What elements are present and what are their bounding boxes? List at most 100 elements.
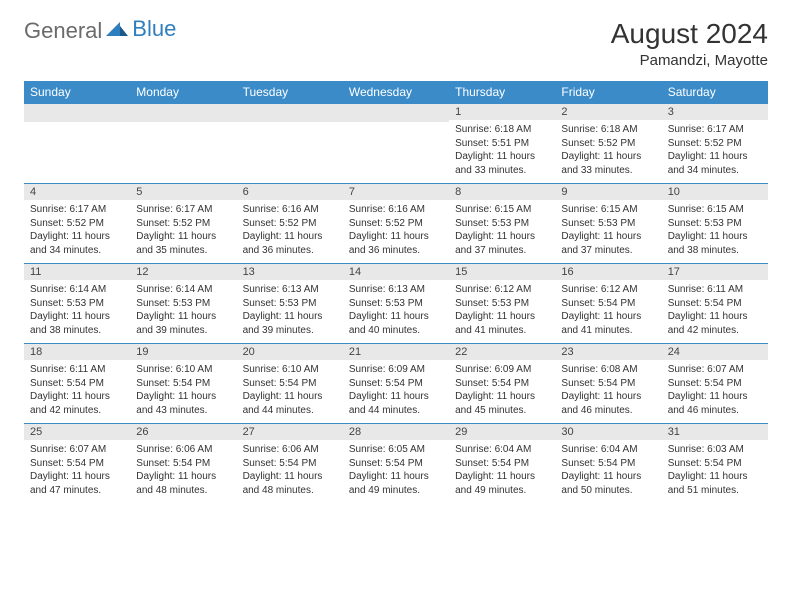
daylight-text: Daylight: 11 hours and 35 minutes. [136,230,230,257]
daylight-text: Daylight: 11 hours and 49 minutes. [455,470,549,497]
day-number: 9 [555,184,661,200]
day-number: 16 [555,264,661,280]
daycontent-empty [24,122,130,180]
calendar-cell: 15Sunrise: 6:12 AMSunset: 5:53 PMDayligh… [449,264,555,344]
daylight-text: Daylight: 11 hours and 51 minutes. [668,470,762,497]
calendar-cell: 16Sunrise: 6:12 AMSunset: 5:54 PMDayligh… [555,264,661,344]
day-content: Sunrise: 6:11 AMSunset: 5:54 PMDaylight:… [662,280,768,343]
calendar-cell: 9Sunrise: 6:15 AMSunset: 5:53 PMDaylight… [555,184,661,264]
day-number: 23 [555,344,661,360]
daylight-text: Daylight: 11 hours and 40 minutes. [349,310,443,337]
sunset-text: Sunset: 5:53 PM [561,217,655,231]
sunset-text: Sunset: 5:54 PM [349,377,443,391]
daylight-text: Daylight: 11 hours and 38 minutes. [668,230,762,257]
day-number: 3 [662,104,768,120]
day-number: 10 [662,184,768,200]
sunrise-text: Sunrise: 6:16 AM [243,203,337,217]
day-content: Sunrise: 6:09 AMSunset: 5:54 PMDaylight:… [343,360,449,423]
day-number: 13 [237,264,343,280]
daylight-text: Daylight: 11 hours and 39 minutes. [136,310,230,337]
sunrise-text: Sunrise: 6:17 AM [136,203,230,217]
daylight-text: Daylight: 11 hours and 36 minutes. [243,230,337,257]
sunrise-text: Sunrise: 6:08 AM [561,363,655,377]
calendar-cell: 24Sunrise: 6:07 AMSunset: 5:54 PMDayligh… [662,344,768,424]
calendar-cell: 6Sunrise: 6:16 AMSunset: 5:52 PMDaylight… [237,184,343,264]
calendar-cell: 19Sunrise: 6:10 AMSunset: 5:54 PMDayligh… [130,344,236,424]
day-content: Sunrise: 6:17 AMSunset: 5:52 PMDaylight:… [130,200,236,263]
calendar-cell: 21Sunrise: 6:09 AMSunset: 5:54 PMDayligh… [343,344,449,424]
day-number: 2 [555,104,661,120]
day-content: Sunrise: 6:17 AMSunset: 5:52 PMDaylight:… [662,120,768,183]
sunrise-text: Sunrise: 6:05 AM [349,443,443,457]
day-content: Sunrise: 6:13 AMSunset: 5:53 PMDaylight:… [343,280,449,343]
sunrise-text: Sunrise: 6:15 AM [561,203,655,217]
sunset-text: Sunset: 5:54 PM [668,297,762,311]
sunrise-text: Sunrise: 6:11 AM [30,363,124,377]
day-content: Sunrise: 6:10 AMSunset: 5:54 PMDaylight:… [237,360,343,423]
day-number: 22 [449,344,555,360]
month-title: August 2024 [611,18,768,50]
day-content: Sunrise: 6:13 AMSunset: 5:53 PMDaylight:… [237,280,343,343]
day-header: Saturday [662,81,768,104]
sunset-text: Sunset: 5:54 PM [455,457,549,471]
brand-part1: General [24,18,102,44]
daylight-text: Daylight: 11 hours and 41 minutes. [561,310,655,337]
sunrise-text: Sunrise: 6:15 AM [455,203,549,217]
day-content: Sunrise: 6:05 AMSunset: 5:54 PMDaylight:… [343,440,449,503]
calendar-cell: 26Sunrise: 6:06 AMSunset: 5:54 PMDayligh… [130,424,236,504]
daylight-text: Daylight: 11 hours and 39 minutes. [243,310,337,337]
calendar-table: SundayMondayTuesdayWednesdayThursdayFrid… [24,81,768,503]
daylight-text: Daylight: 11 hours and 33 minutes. [561,150,655,177]
calendar-cell: 31Sunrise: 6:03 AMSunset: 5:54 PMDayligh… [662,424,768,504]
daylight-text: Daylight: 11 hours and 48 minutes. [243,470,337,497]
sunrise-text: Sunrise: 6:13 AM [243,283,337,297]
daylight-text: Daylight: 11 hours and 37 minutes. [455,230,549,257]
daylight-text: Daylight: 11 hours and 46 minutes. [561,390,655,417]
calendar-cell: 3Sunrise: 6:17 AMSunset: 5:52 PMDaylight… [662,104,768,184]
day-content: Sunrise: 6:04 AMSunset: 5:54 PMDaylight:… [449,440,555,503]
sunrise-text: Sunrise: 6:10 AM [136,363,230,377]
calendar-week: 11Sunrise: 6:14 AMSunset: 5:53 PMDayligh… [24,264,768,344]
daylight-text: Daylight: 11 hours and 47 minutes. [30,470,124,497]
day-number: 21 [343,344,449,360]
calendar-cell: 8Sunrise: 6:15 AMSunset: 5:53 PMDaylight… [449,184,555,264]
sunrise-text: Sunrise: 6:06 AM [243,443,337,457]
day-content: Sunrise: 6:04 AMSunset: 5:54 PMDaylight:… [555,440,661,503]
day-header: Monday [130,81,236,104]
day-content: Sunrise: 6:03 AMSunset: 5:54 PMDaylight:… [662,440,768,503]
daylight-text: Daylight: 11 hours and 33 minutes. [455,150,549,177]
day-content: Sunrise: 6:17 AMSunset: 5:52 PMDaylight:… [24,200,130,263]
calendar-cell: 14Sunrise: 6:13 AMSunset: 5:53 PMDayligh… [343,264,449,344]
calendar-cell: 29Sunrise: 6:04 AMSunset: 5:54 PMDayligh… [449,424,555,504]
calendar-cell: 20Sunrise: 6:10 AMSunset: 5:54 PMDayligh… [237,344,343,424]
day-content: Sunrise: 6:11 AMSunset: 5:54 PMDaylight:… [24,360,130,423]
daylight-text: Daylight: 11 hours and 36 minutes. [349,230,443,257]
daynum-empty [343,104,449,122]
day-number: 26 [130,424,236,440]
daylight-text: Daylight: 11 hours and 46 minutes. [668,390,762,417]
daycontent-empty [237,122,343,180]
sunrise-text: Sunrise: 6:09 AM [455,363,549,377]
day-content: Sunrise: 6:16 AMSunset: 5:52 PMDaylight:… [237,200,343,263]
day-content: Sunrise: 6:18 AMSunset: 5:51 PMDaylight:… [449,120,555,183]
sunrise-text: Sunrise: 6:11 AM [668,283,762,297]
sunrise-text: Sunrise: 6:04 AM [561,443,655,457]
day-number: 12 [130,264,236,280]
daylight-text: Daylight: 11 hours and 42 minutes. [668,310,762,337]
title-block: August 2024 Pamandzi, Mayotte [611,18,768,69]
day-number: 24 [662,344,768,360]
day-number: 28 [343,424,449,440]
daylight-text: Daylight: 11 hours and 49 minutes. [349,470,443,497]
calendar-cell: 27Sunrise: 6:06 AMSunset: 5:54 PMDayligh… [237,424,343,504]
sunset-text: Sunset: 5:53 PM [455,217,549,231]
day-number: 1 [449,104,555,120]
day-header: Tuesday [237,81,343,104]
calendar-cell: 12Sunrise: 6:14 AMSunset: 5:53 PMDayligh… [130,264,236,344]
day-content: Sunrise: 6:06 AMSunset: 5:54 PMDaylight:… [130,440,236,503]
day-header: Sunday [24,81,130,104]
day-number: 7 [343,184,449,200]
sunrise-text: Sunrise: 6:14 AM [136,283,230,297]
calendar-week: 25Sunrise: 6:07 AMSunset: 5:54 PMDayligh… [24,424,768,504]
calendar-cell: 30Sunrise: 6:04 AMSunset: 5:54 PMDayligh… [555,424,661,504]
day-number: 29 [449,424,555,440]
